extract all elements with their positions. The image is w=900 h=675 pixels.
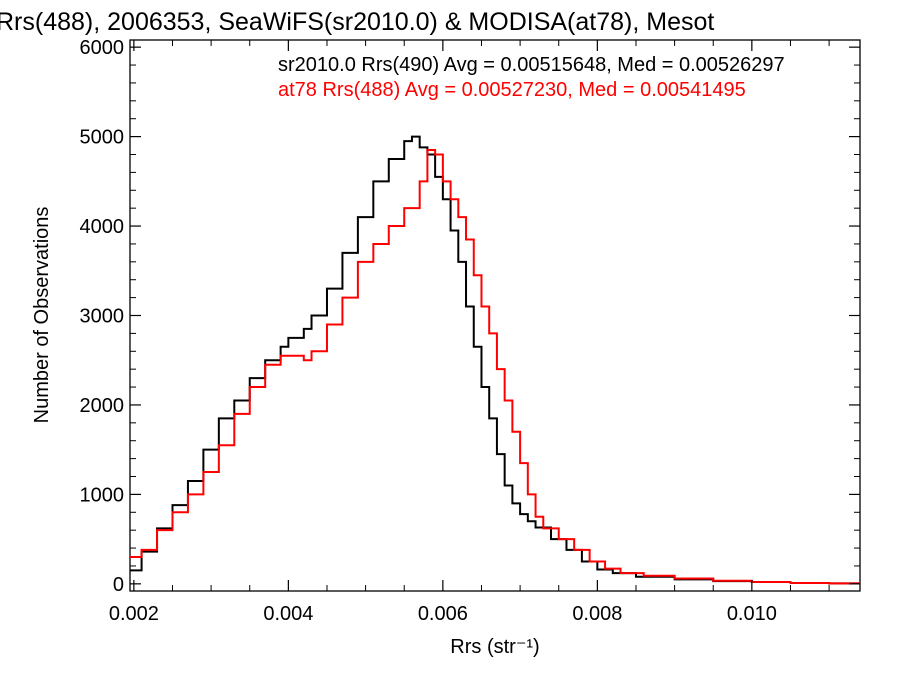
x-axis-label: Rrs (str⁻¹) [450, 636, 539, 658]
y-tick-label: 0 [113, 574, 124, 596]
y-tick-label: 6000 [80, 37, 125, 59]
series-line-sr2010 [130, 135, 860, 585]
chart-title: Rrs(488), 2006353, SeaWiFS(sr2010.0) & M… [0, 8, 714, 36]
y-tick-label: 5000 [80, 127, 125, 149]
x-tick-label: 0.002 [109, 603, 159, 625]
legend-entry-at78: at78 Rrs(488) Avg = 0.00527230, Med = 0.… [278, 79, 746, 101]
tick-group: 0.002 0.004 0.006 0.008 0.010 0 1000 2000 3000 40… [80, 37, 860, 625]
y-axis-label: Number of Observations [31, 207, 53, 424]
x-tick-label: 0.010 [727, 603, 777, 625]
x-tick-label: 0.008 [572, 603, 622, 625]
y-tick-label: 4000 [80, 216, 125, 238]
x-tick-label: 0.006 [418, 603, 468, 625]
series-group [130, 135, 860, 585]
y-tick-label: 3000 [80, 306, 125, 328]
legend-entry-sr2010: sr2010.0 Rrs(490) Avg = 0.00515648, Med … [278, 54, 785, 76]
axes-group [129, 39, 861, 592]
plot-frame [129, 39, 861, 592]
series-line-at78 [130, 149, 860, 585]
x-tick-label: 0.004 [263, 603, 313, 625]
y-tick-label: 2000 [80, 395, 125, 417]
y-tick-label: 1000 [80, 484, 125, 506]
